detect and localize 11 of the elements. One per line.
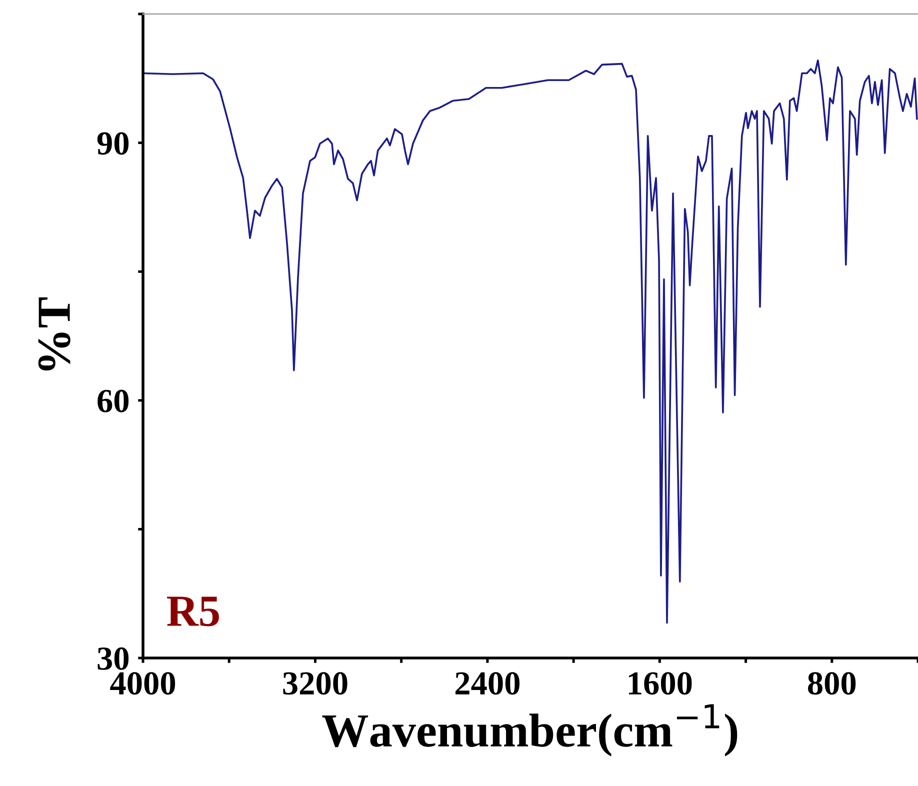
x-tick-label: 1600 bbox=[629, 672, 692, 695]
y-tick-label: 90 bbox=[97, 132, 129, 155]
y-tick-label: 30 bbox=[98, 647, 129, 670]
y-axis-title: %T bbox=[38, 297, 70, 371]
annotation: R5 bbox=[167, 596, 219, 626]
y-tick-label: 60 bbox=[98, 390, 129, 412]
x-tick-label: 800 bbox=[808, 672, 856, 695]
x-tick-label: 4000 bbox=[110, 672, 176, 695]
x-axis-title: Wavenumber(cm$^{−1}$) bbox=[322, 704, 738, 756]
x-tick-label: 2400 bbox=[456, 672, 520, 695]
x-tick-label: 3200 bbox=[283, 672, 348, 695]
